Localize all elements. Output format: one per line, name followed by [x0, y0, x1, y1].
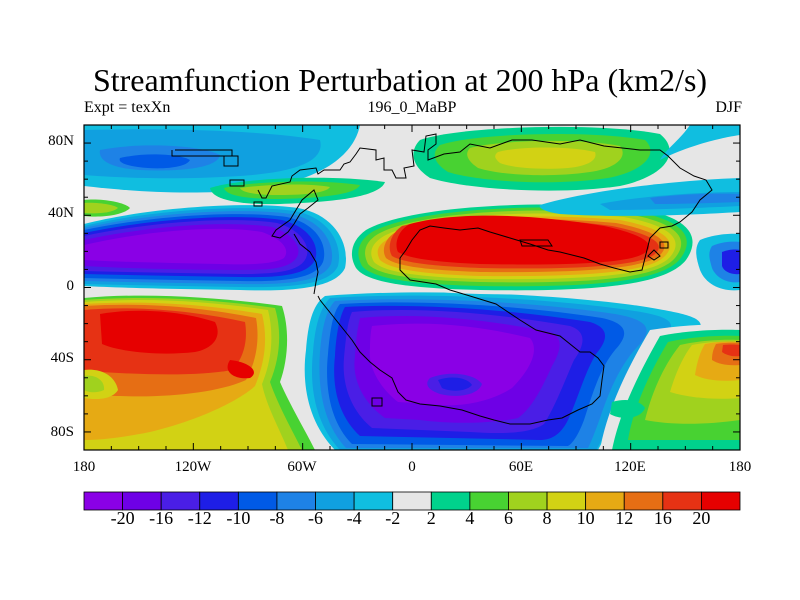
chart-title: Streamfunction Perturbation at 200 hPa (…: [92, 62, 708, 98]
y-tick-label-40n: 40N: [48, 205, 74, 221]
south-pacific-positive-anomaly: [84, 293, 330, 450]
x-tick-label-120w: 120W: [174, 459, 212, 475]
x-tick-label-60w: 60W: [287, 459, 317, 475]
coastlines: [171, 133, 713, 425]
colorbar-box: [701, 491, 741, 511]
contour-field: [84, 125, 740, 450]
colorbar-label: -6: [308, 508, 324, 528]
colorbar-label: 8: [542, 508, 552, 528]
colorbar-label: 10: [576, 508, 595, 528]
y-tick-label-80s: 80S: [50, 424, 74, 440]
x-tick-label-0: 0: [408, 459, 416, 475]
x-tick-label-180w: 180: [72, 459, 96, 475]
north-polar-east-negative-anomaly: [539, 125, 740, 216]
x-tick-label-60e: 60E: [508, 459, 534, 475]
north-east-pacific-anomaly: [84, 199, 740, 291]
colorbar-label: -8: [269, 508, 285, 528]
season-label: DJF: [715, 99, 742, 116]
north-atlantic-positive-anomaly: [210, 126, 670, 205]
y-tick-label-80n: 80N: [48, 133, 74, 149]
x-tick-label-180e: 180: [728, 459, 752, 475]
colorbar-label: 2: [426, 508, 436, 528]
axis-ticks: [83, 124, 741, 451]
colorbar-label: -12: [187, 508, 212, 528]
y-tick-label-0: 0: [66, 278, 75, 294]
south-atlantic-negative-anomaly: [298, 290, 740, 450]
run-id-label: 196_0_MaBP: [367, 99, 457, 116]
colorbar-label: 6: [503, 508, 513, 528]
y-tick-label-40s: 40S: [50, 350, 74, 366]
colorbar-label: 20: [692, 508, 711, 528]
colorbar-label: -10: [226, 508, 251, 528]
colorbar-label: 16: [653, 508, 672, 528]
colorbar-label: -16: [149, 508, 174, 528]
colorbar: [83, 491, 741, 511]
colorbar-label: -2: [385, 508, 401, 528]
colorbar-label: 12: [615, 508, 634, 528]
colorbar-label: -4: [346, 508, 362, 528]
experiment-label: Expt = texXn: [84, 99, 171, 116]
colorbar-label: 4: [465, 508, 475, 528]
north-pacific-negative-anomaly: [84, 202, 351, 294]
indian-ocean-positive-anomaly: [600, 324, 740, 450]
north-polar-west-negative-anomaly: [84, 125, 360, 193]
x-tick-label-120e: 120E: [614, 459, 646, 475]
colorbar-label: -20: [110, 508, 135, 528]
